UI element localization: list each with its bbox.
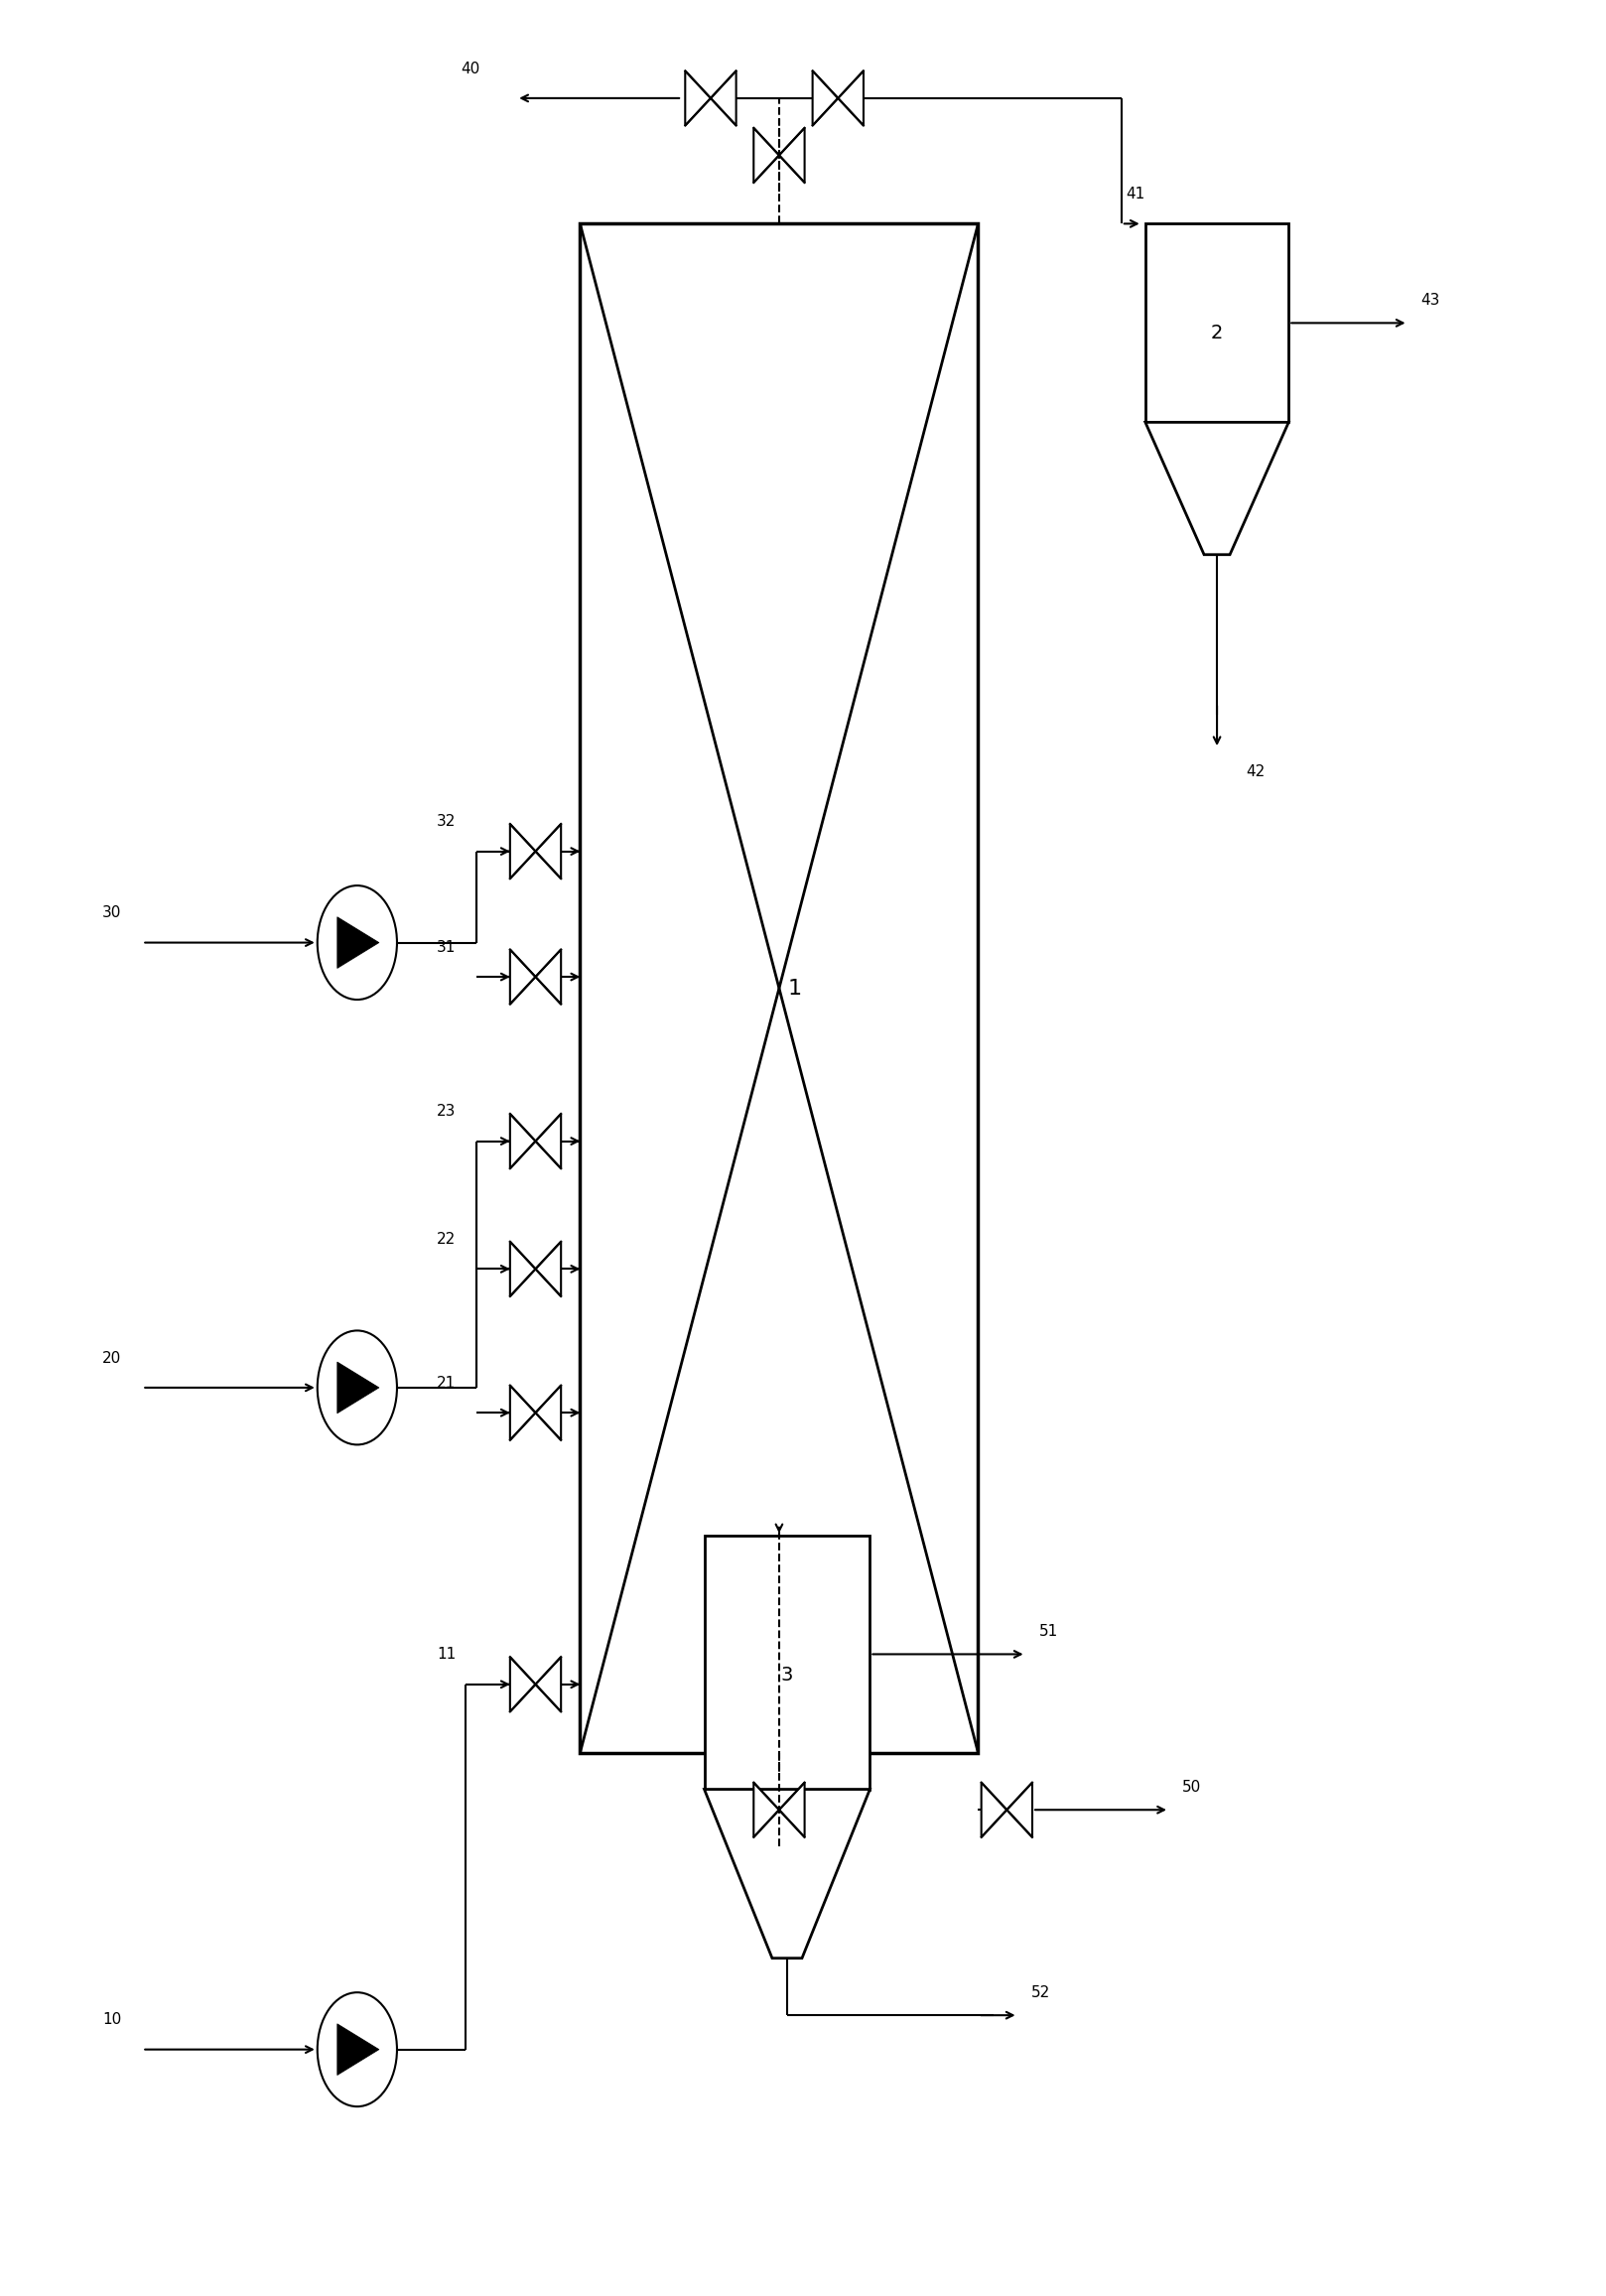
Text: 20: 20 [103,1350,122,1366]
Polygon shape [511,1658,535,1713]
Polygon shape [535,824,560,879]
Text: 2: 2 [1211,324,1224,342]
Polygon shape [686,71,710,126]
Polygon shape [337,2023,379,2076]
Text: 41: 41 [1126,186,1145,202]
Polygon shape [753,129,779,184]
Bar [580,223,978,1752]
Circle shape [318,886,397,999]
Polygon shape [511,1242,535,1297]
Polygon shape [535,951,560,1003]
Text: 10: 10 [103,2011,122,2027]
Bar [705,1536,870,1789]
Text: 52: 52 [1031,1986,1050,2000]
Polygon shape [705,1789,870,1958]
Polygon shape [838,71,864,126]
Text: 1: 1 [789,978,801,999]
Text: 21: 21 [437,1375,456,1391]
Text: 11: 11 [437,1646,456,1662]
Polygon shape [1007,1782,1033,1837]
Polygon shape [511,1114,535,1169]
Text: 3: 3 [781,1667,793,1685]
Polygon shape [1145,422,1288,556]
Text: 31: 31 [437,939,456,955]
Text: 30: 30 [103,905,122,921]
Polygon shape [753,1782,779,1837]
Bar [1145,223,1288,422]
Polygon shape [337,916,379,969]
Text: 5: 5 [360,1378,371,1396]
Text: 32: 32 [437,815,456,829]
Text: 23: 23 [437,1104,456,1118]
Polygon shape [535,1242,560,1297]
Polygon shape [535,1658,560,1713]
Polygon shape [779,1782,805,1837]
Text: 40: 40 [461,62,480,76]
Text: 43: 43 [1421,292,1441,308]
Text: 22: 22 [437,1233,456,1247]
Polygon shape [511,1384,535,1440]
Polygon shape [710,71,736,126]
Polygon shape [779,129,805,184]
Text: 4: 4 [360,2041,371,2060]
Circle shape [318,1332,397,1444]
Polygon shape [535,1384,560,1440]
Polygon shape [813,71,838,126]
Polygon shape [511,951,535,1003]
Polygon shape [981,1782,1007,1837]
Text: 51: 51 [1039,1623,1058,1639]
Polygon shape [511,824,535,879]
Text: 6: 6 [360,934,371,951]
Polygon shape [535,1114,560,1169]
Text: 50: 50 [1182,1779,1201,1795]
Text: 42: 42 [1246,765,1266,778]
Polygon shape [337,1362,379,1414]
Circle shape [318,1993,397,2105]
